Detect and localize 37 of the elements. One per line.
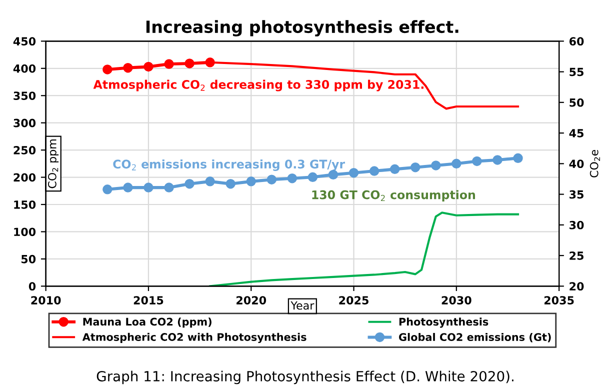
legend-label: Mauna Loa CO2 (ppm) [83,318,212,328]
y-tick-label: 150 [14,200,36,209]
y2-tick-label: 50 [570,98,584,107]
y2-tick-label: 30 [570,220,584,230]
y-tick-label: 400 [13,64,36,73]
y2-tick-label: 25 [570,252,584,260]
y2-tick-label: 40 [569,160,584,168]
legend-label: Photosynthesis [399,318,488,328]
y-axis-title: CO$_{2}$ ppm [48,139,59,188]
y2-tick-label: 20 [570,282,584,291]
y-tick-label: 250 [14,146,36,154]
annotation: CO$_{2}$ emissions increasing 0.3 GT/yr [113,159,345,171]
y-tick-label: 50 [22,254,36,264]
caption: Graph 11: Increasing Photosynthesis Effect (D. White 2020). [96,370,514,384]
x-tick-label: 2030 [442,296,472,304]
y2-tick-label: 45 [569,129,584,138]
x-tick-label: 2010 [31,296,61,304]
x-tick-label: 2035 [544,296,574,304]
y2-tick-label: 55 [570,68,584,76]
legend-label: Atmospheric CO2 with Photosynthesis [82,332,306,344]
y-tick-label: 0 [28,282,36,291]
x-tick-label: 2020 [236,296,266,304]
y2-tick-label: 60 [569,37,584,46]
x-tick-label: 2015 [134,296,164,304]
chart-title: Increasing photosynthesis effect. [146,20,458,36]
y2-axis-title: CO$_{2}$e [590,150,600,178]
legend-label: Global CO2 emissions (Gt) [398,332,551,342]
y-tick-label: 300 [14,118,36,128]
y-tick-label: 350 [14,92,36,100]
y-tick-label: 450 [13,37,36,46]
x-axis-title: Year [290,301,314,310]
x-tick-label: 2025 [339,296,368,304]
annotation: 130 GT CO$_{2}$ consumption [312,190,475,202]
y-tick-label: 100 [14,228,36,236]
annotation: Atmospheric CO$_{2}$ decreasing to 330 ppm by 2031. [93,80,424,92]
y-tick-label: 200 [14,173,36,182]
y2-tick-label: 35 [570,190,584,199]
